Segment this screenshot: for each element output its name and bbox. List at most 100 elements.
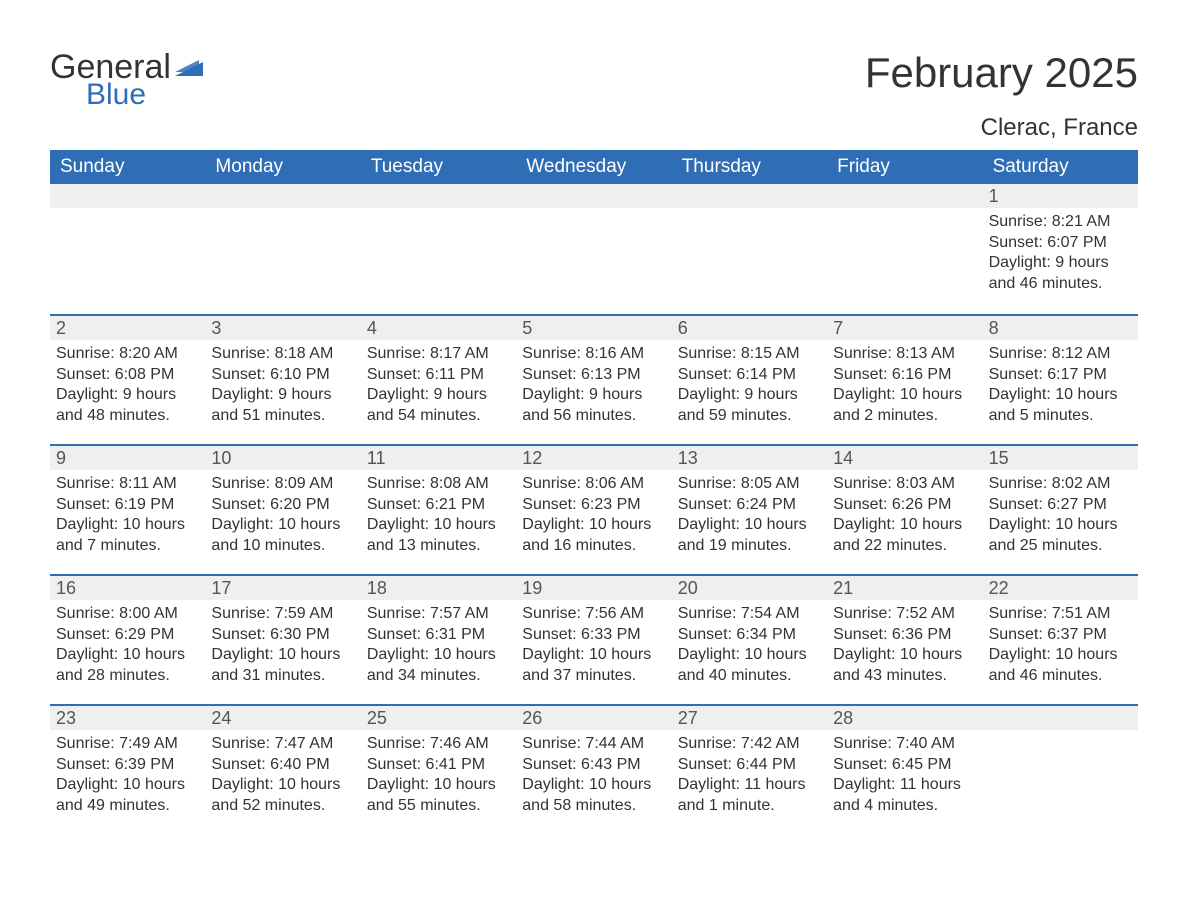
day-info: Sunrise: 7:47 AMSunset: 6:40 PMDaylight:…	[205, 730, 360, 824]
day-info: Sunrise: 8:15 AMSunset: 6:14 PMDaylight:…	[672, 340, 827, 434]
daynum-strip: 21	[827, 576, 982, 600]
day-dl2: and 4 minutes.	[833, 796, 976, 816]
day-dl2: and 56 minutes.	[522, 406, 665, 426]
day-dl2: and 55 minutes.	[367, 796, 510, 816]
day-sunset: Sunset: 6:29 PM	[56, 625, 199, 645]
weekday-label: Tuesday	[361, 150, 516, 184]
day-sunset: Sunset: 6:11 PM	[367, 365, 510, 385]
calendar-cell: 25Sunrise: 7:46 AMSunset: 6:41 PMDayligh…	[361, 706, 516, 834]
calendar-cell: 22Sunrise: 7:51 AMSunset: 6:37 PMDayligh…	[983, 576, 1138, 704]
day-dl2: and 54 minutes.	[367, 406, 510, 426]
day-info: Sunrise: 7:44 AMSunset: 6:43 PMDaylight:…	[516, 730, 671, 824]
calendar-week: 2Sunrise: 8:20 AMSunset: 6:08 PMDaylight…	[50, 314, 1138, 444]
day-number: 1	[983, 184, 1007, 209]
day-sunrise: Sunrise: 8:08 AM	[367, 474, 510, 494]
day-number: 23	[50, 706, 84, 731]
day-dl2: and 1 minute.	[678, 796, 821, 816]
day-dl1: Daylight: 10 hours	[989, 515, 1132, 535]
day-info: Sunrise: 8:12 AMSunset: 6:17 PMDaylight:…	[983, 340, 1138, 434]
day-number: 11	[361, 446, 394, 471]
day-dl1: Daylight: 10 hours	[678, 515, 821, 535]
calendar-cell: 27Sunrise: 7:42 AMSunset: 6:44 PMDayligh…	[672, 706, 827, 834]
day-sunrise: Sunrise: 8:20 AM	[56, 344, 199, 364]
calendar-cell: 28Sunrise: 7:40 AMSunset: 6:45 PMDayligh…	[827, 706, 982, 834]
day-info: Sunrise: 8:20 AMSunset: 6:08 PMDaylight:…	[50, 340, 205, 434]
calendar-week: 23Sunrise: 7:49 AMSunset: 6:39 PMDayligh…	[50, 704, 1138, 834]
daynum-strip: 9	[50, 446, 205, 470]
day-info: Sunrise: 8:09 AMSunset: 6:20 PMDaylight:…	[205, 470, 360, 564]
day-dl2: and 5 minutes.	[989, 406, 1132, 426]
calendar-cell	[516, 184, 671, 314]
day-dl2: and 13 minutes.	[367, 536, 510, 556]
calendar-cell: 8Sunrise: 8:12 AMSunset: 6:17 PMDaylight…	[983, 316, 1138, 444]
day-info: Sunrise: 7:40 AMSunset: 6:45 PMDaylight:…	[827, 730, 982, 824]
daynum-strip: 15	[983, 446, 1138, 470]
day-dl1: Daylight: 10 hours	[833, 385, 976, 405]
calendar-cell: 3Sunrise: 8:18 AMSunset: 6:10 PMDaylight…	[205, 316, 360, 444]
day-sunset: Sunset: 6:21 PM	[367, 495, 510, 515]
logo-flag-icon	[175, 54, 203, 76]
daynum-strip: 10	[205, 446, 360, 470]
day-sunset: Sunset: 6:33 PM	[522, 625, 665, 645]
daynum-strip	[361, 184, 516, 208]
calendar-cell: 15Sunrise: 8:02 AMSunset: 6:27 PMDayligh…	[983, 446, 1138, 574]
day-dl2: and 2 minutes.	[833, 406, 976, 426]
day-dl1: Daylight: 10 hours	[56, 515, 199, 535]
day-sunset: Sunset: 6:13 PM	[522, 365, 665, 385]
weekday-label: Friday	[827, 150, 982, 184]
day-sunrise: Sunrise: 8:11 AM	[56, 474, 199, 494]
day-number: 21	[827, 576, 861, 601]
calendar-cell: 23Sunrise: 7:49 AMSunset: 6:39 PMDayligh…	[50, 706, 205, 834]
day-info: Sunrise: 7:54 AMSunset: 6:34 PMDaylight:…	[672, 600, 827, 694]
day-sunrise: Sunrise: 7:52 AM	[833, 604, 976, 624]
daynum-strip: 28	[827, 706, 982, 730]
weekday-label: Saturday	[983, 150, 1138, 184]
day-dl2: and 25 minutes.	[989, 536, 1132, 556]
day-sunset: Sunset: 6:30 PM	[211, 625, 354, 645]
day-info: Sunrise: 8:02 AMSunset: 6:27 PMDaylight:…	[983, 470, 1138, 564]
day-number: 27	[672, 706, 706, 731]
day-sunset: Sunset: 6:20 PM	[211, 495, 354, 515]
day-dl2: and 51 minutes.	[211, 406, 354, 426]
day-sunrise: Sunrise: 7:47 AM	[211, 734, 354, 754]
day-dl1: Daylight: 9 hours	[211, 385, 354, 405]
day-number: 10	[205, 446, 239, 471]
daynum-strip: 13	[672, 446, 827, 470]
day-number: 25	[361, 706, 395, 731]
calendar-cell: 20Sunrise: 7:54 AMSunset: 6:34 PMDayligh…	[672, 576, 827, 704]
daynum-strip: 4	[361, 316, 516, 340]
day-dl1: Daylight: 9 hours	[522, 385, 665, 405]
day-sunrise: Sunrise: 7:49 AM	[56, 734, 199, 754]
day-number: 18	[361, 576, 395, 601]
day-info: Sunrise: 8:11 AMSunset: 6:19 PMDaylight:…	[50, 470, 205, 564]
calendar-cell: 21Sunrise: 7:52 AMSunset: 6:36 PMDayligh…	[827, 576, 982, 704]
day-number: 12	[516, 446, 550, 471]
day-dl1: Daylight: 10 hours	[367, 645, 510, 665]
day-dl2: and 46 minutes.	[989, 666, 1132, 686]
day-info: Sunrise: 8:17 AMSunset: 6:11 PMDaylight:…	[361, 340, 516, 434]
day-dl1: Daylight: 9 hours	[56, 385, 199, 405]
calendar-week: 1Sunrise: 8:21 AMSunset: 6:07 PMDaylight…	[50, 184, 1138, 314]
daynum-strip: 26	[516, 706, 671, 730]
day-dl1: Daylight: 9 hours	[989, 253, 1132, 273]
day-sunrise: Sunrise: 8:16 AM	[522, 344, 665, 364]
day-number: 3	[205, 316, 229, 341]
day-info: Sunrise: 7:51 AMSunset: 6:37 PMDaylight:…	[983, 600, 1138, 694]
daynum-strip: 25	[361, 706, 516, 730]
day-dl1: Daylight: 10 hours	[833, 515, 976, 535]
day-dl2: and 49 minutes.	[56, 796, 199, 816]
day-info: Sunrise: 8:16 AMSunset: 6:13 PMDaylight:…	[516, 340, 671, 434]
day-sunset: Sunset: 6:31 PM	[367, 625, 510, 645]
day-info: Sunrise: 8:06 AMSunset: 6:23 PMDaylight:…	[516, 470, 671, 564]
day-sunrise: Sunrise: 8:00 AM	[56, 604, 199, 624]
day-dl2: and 40 minutes.	[678, 666, 821, 686]
day-info: Sunrise: 8:08 AMSunset: 6:21 PMDaylight:…	[361, 470, 516, 564]
daynum-strip: 22	[983, 576, 1138, 600]
calendar-cell	[205, 184, 360, 314]
day-dl2: and 37 minutes.	[522, 666, 665, 686]
day-dl1: Daylight: 10 hours	[989, 385, 1132, 405]
day-info: Sunrise: 7:49 AMSunset: 6:39 PMDaylight:…	[50, 730, 205, 824]
day-sunset: Sunset: 6:08 PM	[56, 365, 199, 385]
day-info: Sunrise: 7:59 AMSunset: 6:30 PMDaylight:…	[205, 600, 360, 694]
calendar-cell: 17Sunrise: 7:59 AMSunset: 6:30 PMDayligh…	[205, 576, 360, 704]
